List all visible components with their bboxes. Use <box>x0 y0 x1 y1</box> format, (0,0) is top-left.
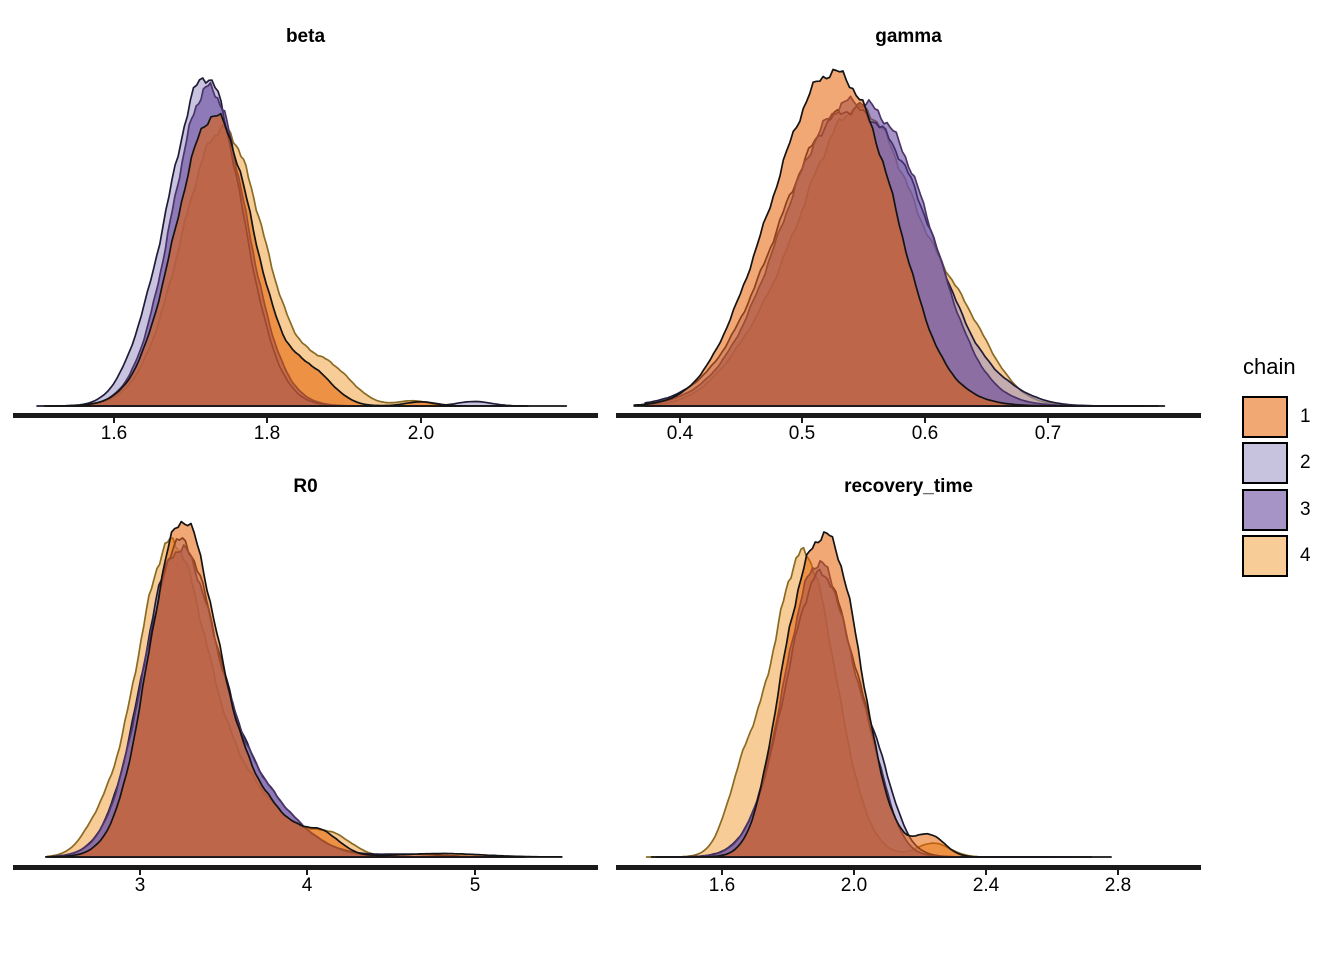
x-tick-label-recovery_time: 1.6 <box>708 875 736 896</box>
x-tick-label-beta: 1.6 <box>100 423 128 444</box>
density-plot-beta <box>36 77 568 407</box>
x-axis-line-beta <box>13 413 598 418</box>
density-plot-gamma <box>633 68 1166 407</box>
panel-title-beta: beta <box>285 26 326 47</box>
x-tick-gamma <box>1047 413 1049 423</box>
x-tick-label-recovery_time: 2.8 <box>1104 875 1132 896</box>
legend-label-chain-3: 3 <box>1300 499 1311 520</box>
density-curve-chain-1 <box>633 68 1166 407</box>
x-tick-gamma <box>679 413 681 423</box>
x-tick-gamma <box>924 413 926 423</box>
x-tick-label-recovery_time: 2.4 <box>972 875 1000 896</box>
x-tick-label-R0: 3 <box>134 875 146 896</box>
legend-title: chain <box>1243 354 1296 379</box>
x-tick-R0 <box>306 865 308 875</box>
x-tick-recovery_time <box>721 865 723 875</box>
x-tick-recovery_time <box>1117 865 1119 875</box>
x-tick-recovery_time <box>853 865 855 875</box>
x-tick-recovery_time <box>985 865 987 875</box>
x-tick-label-gamma: 0.5 <box>788 423 816 444</box>
x-tick-label-R0: 5 <box>469 875 481 896</box>
legend-label-chain-1: 1 <box>1300 406 1311 427</box>
x-tick-gamma <box>801 413 803 423</box>
panel-title-recovery-time: recovery_time <box>844 476 973 497</box>
x-tick-label-gamma: 0.7 <box>1034 423 1062 444</box>
x-tick-beta <box>113 413 115 423</box>
x-tick-R0 <box>139 865 141 875</box>
x-axis-line-R0 <box>13 865 598 870</box>
x-tick-label-gamma: 0.6 <box>911 423 939 444</box>
legend-swatch-chain-3 <box>1242 489 1288 531</box>
density-plot-R0 <box>44 520 563 858</box>
x-axis-line-gamma <box>616 413 1201 418</box>
legend-label-chain-4: 4 <box>1300 545 1311 566</box>
density-curve-chain-1 <box>44 520 563 858</box>
x-tick-label-recovery_time: 2.0 <box>840 875 868 896</box>
legend-swatch-chain-1 <box>1242 396 1288 438</box>
density-curve-chain-1 <box>650 531 1112 858</box>
density-plot-recovery-time <box>645 531 1112 858</box>
x-tick-label-gamma: 0.4 <box>666 423 694 444</box>
x-tick-label-beta: 1.8 <box>253 423 281 444</box>
legend-swatch-chain-4 <box>1242 535 1288 577</box>
x-tick-R0 <box>474 865 476 875</box>
x-tick-beta <box>266 413 268 423</box>
x-axis-line-recovery-time <box>616 865 1201 870</box>
panel-title-gamma: gamma <box>875 26 942 47</box>
density-curve-chain-1 <box>43 112 568 407</box>
x-tick-label-beta: 2.0 <box>407 423 435 444</box>
panel-title-R0: R0 <box>293 476 318 497</box>
x-tick-label-R0: 4 <box>301 875 313 896</box>
legend-swatch-chain-2 <box>1242 442 1288 484</box>
legend-label-chain-2: 2 <box>1300 452 1311 473</box>
x-tick-beta <box>420 413 422 423</box>
